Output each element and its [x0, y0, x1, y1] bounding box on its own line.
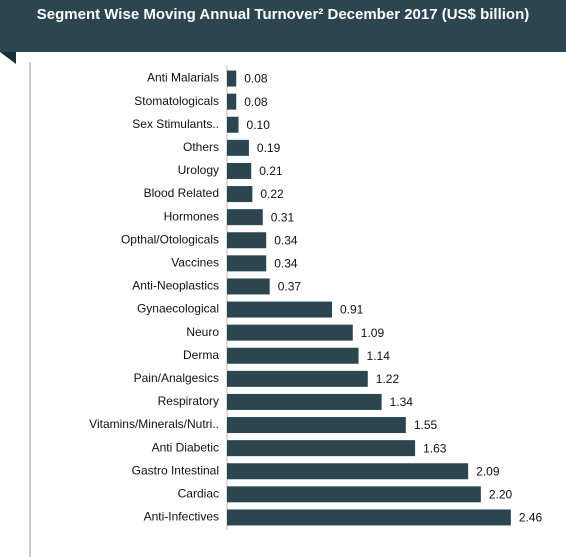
y-tick-label: Anti-Infectives — [144, 510, 219, 524]
y-tick-label: Others — [183, 140, 219, 154]
bar — [227, 186, 253, 203]
bar — [227, 486, 481, 503]
value-label: 0.91 — [340, 303, 364, 317]
value-label: 0.19 — [257, 141, 281, 155]
bar — [227, 370, 368, 387]
bar — [227, 301, 332, 318]
y-tick-label: Blood Related — [144, 186, 219, 200]
chart-title: Segment Wise Moving Annual Turnover² Dec… — [36, 6, 530, 23]
bar — [227, 417, 406, 434]
value-label: 0.34 — [274, 257, 298, 271]
y-tick-label: Opthal/Otologicals — [121, 232, 219, 246]
y-tick-label: Stomatologicals — [134, 94, 219, 108]
value-label: 0.08 — [244, 72, 268, 86]
value-label: 2.09 — [476, 464, 500, 478]
bar — [227, 139, 249, 156]
value-label: 1.14 — [367, 349, 391, 363]
bar — [227, 278, 270, 295]
bar — [227, 232, 267, 249]
bar — [227, 255, 267, 272]
bar — [227, 116, 239, 133]
y-tick-label: Vitamins/Minerals/Nutri.. — [89, 417, 219, 431]
value-label: 0.34 — [274, 233, 298, 247]
value-label: 1.63 — [423, 441, 447, 455]
value-label: 0.10 — [247, 118, 271, 132]
y-tick-label: Cardiac — [178, 487, 219, 501]
y-tick-label: Neuro — [186, 325, 219, 339]
value-label: 1.55 — [414, 418, 438, 432]
y-tick-label: Pain/Analgesics — [134, 371, 219, 385]
y-tick-label: Vaccines — [171, 256, 219, 270]
title-banner — [0, 0, 566, 52]
value-label: 2.46 — [519, 511, 543, 525]
value-label: 0.22 — [260, 187, 284, 201]
bar — [227, 324, 353, 341]
bar — [227, 93, 237, 110]
y-tick-label: Anti Diabetic — [152, 440, 219, 454]
bar — [227, 209, 263, 226]
bar — [227, 347, 359, 364]
bar — [227, 70, 237, 87]
value-label: 0.21 — [259, 164, 283, 178]
y-tick-label: Sex Stimulants.. — [132, 117, 219, 131]
value-label: 1.22 — [376, 372, 400, 386]
y-tick-label: Anti-Neoplastics — [132, 279, 219, 293]
y-tick-label: Derma — [183, 348, 219, 362]
bar — [227, 393, 382, 410]
value-label: 1.34 — [390, 395, 414, 409]
y-tick-label: Urology — [178, 163, 219, 177]
y-tick-label: Gynaecological — [137, 302, 219, 316]
banner-fold — [0, 52, 16, 64]
value-label: 0.08 — [244, 95, 268, 109]
y-tick-label: Anti Malarials — [147, 71, 219, 85]
bar — [227, 463, 469, 480]
y-tick-label: Respiratory — [158, 394, 219, 408]
value-label: 0.37 — [278, 280, 302, 294]
y-tick-label: Hormones — [164, 209, 219, 223]
value-label: 0.31 — [271, 210, 295, 224]
bar — [227, 440, 416, 457]
value-label: 2.20 — [489, 488, 513, 502]
value-label: 1.09 — [361, 326, 385, 340]
bar — [227, 509, 511, 526]
y-tick-label: Gastro Intestinal — [132, 463, 219, 477]
bar — [227, 162, 252, 179]
